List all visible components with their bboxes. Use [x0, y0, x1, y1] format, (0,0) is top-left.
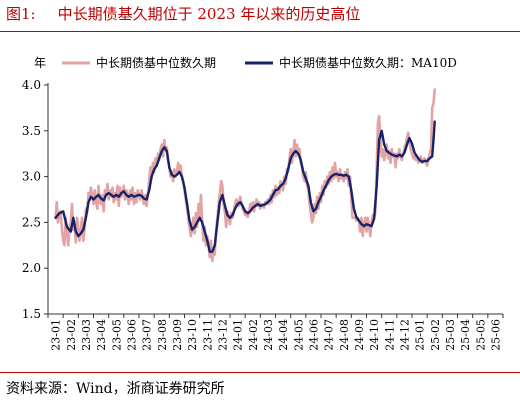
- y-axis-unit: 年: [34, 56, 46, 70]
- figure-title: 图1: 中长期债基久期位于 2023 年以来的历史高位: [6, 3, 360, 24]
- legend-label-raw: 中长期债基中位数久期: [96, 55, 216, 70]
- x-tick-label: 25-02: [429, 319, 442, 351]
- x-tick-label: 24-05: [292, 319, 305, 351]
- x-tick-label: 25-01: [414, 319, 427, 351]
- chart-legend: 中长期债基中位数久期 中长期债基中位数久期：MA10D: [62, 55, 457, 70]
- source-rule: [0, 372, 520, 373]
- x-tick-label: 24-11: [383, 319, 396, 351]
- x-tick-label: 24-07: [323, 319, 336, 351]
- x-tick-label: 23-02: [65, 319, 78, 351]
- x-tick-label: 23-03: [80, 319, 93, 351]
- x-tick-label: 24-04: [277, 319, 290, 351]
- x-tick-label: 23-05: [110, 319, 123, 351]
- y-tick-label: 2.5: [22, 215, 41, 229]
- x-tick-label: 24-02: [247, 319, 260, 351]
- figure-number: 图1:: [6, 5, 36, 23]
- x-tick-label: 23-09: [171, 319, 184, 351]
- x-tick-label: 23-12: [216, 319, 229, 351]
- x-tick-label: 25-06: [489, 319, 502, 351]
- x-tick-label: 25-05: [474, 319, 487, 351]
- x-tick-label: 24-03: [262, 319, 275, 351]
- figure-title-text: 中长期债基久期位于 2023 年以来的历史高位: [57, 5, 361, 23]
- y-tick-label: 4.0: [22, 78, 41, 92]
- x-tick-label: 25-04: [459, 319, 472, 351]
- source-note: 资料来源：Wind，浙商证券研究所: [6, 381, 225, 397]
- x-tick-label: 23-01: [50, 319, 63, 351]
- y-tick-label: 1.5: [22, 307, 41, 321]
- x-tick-label: 24-08: [338, 319, 351, 351]
- x-tick-label: 23-10: [186, 319, 199, 351]
- chart-axes: 年4.03.53.02.52.01.523-01 23-02 23-03 23-04 2…: [22, 56, 504, 351]
- y-tick-label: 2.0: [22, 261, 41, 275]
- y-tick-label: 3.5: [22, 124, 41, 138]
- legend-label-ma10d: 中长期债基中位数久期：MA10D: [279, 55, 457, 70]
- x-tick-label: 25-03: [444, 319, 457, 351]
- x-tick-label: 24-10: [368, 319, 381, 351]
- chart-series: [54, 88, 436, 263]
- x-tick-label: 23-07: [141, 319, 154, 351]
- title-rule: [0, 31, 520, 32]
- x-tick-label: 23-08: [156, 319, 169, 351]
- x-tick-label: 23-11: [201, 319, 214, 351]
- raw-duration-line: [54, 88, 436, 263]
- x-tick-label: 24-09: [353, 319, 366, 351]
- x-tick-label: 24-06: [307, 319, 320, 351]
- x-tick-label: 24-12: [398, 319, 411, 351]
- duration-line-chart: 年4.03.53.02.52.01.523-01 23-02 23-03 23-04 2…: [22, 55, 504, 351]
- x-tick-label: 23-04: [95, 319, 108, 351]
- x-tick-label: 23-06: [125, 319, 138, 351]
- y-tick-label: 3.0: [22, 170, 41, 184]
- x-tick-label: 24-01: [232, 319, 245, 351]
- ma10d-duration-line: [54, 120, 436, 253]
